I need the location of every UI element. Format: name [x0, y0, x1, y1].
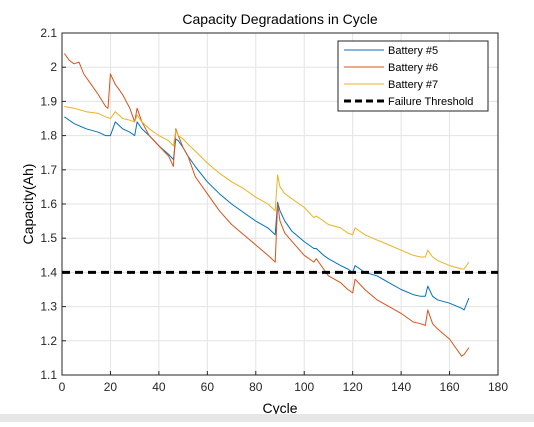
series-line-battery-6	[63, 53, 470, 357]
legend-box	[337, 40, 489, 112]
y-tick-label: 1.8	[40, 129, 57, 143]
legend: Battery #5 Battery #6 Battery #7 Failure Th…	[337, 40, 489, 112]
x-tick-label: 0	[59, 380, 66, 394]
series-line-battery-7	[64, 106, 470, 270]
y-tick-label: 1.2	[40, 334, 57, 348]
x-tick-label: 120	[343, 380, 363, 394]
y-tick-label: 1.4	[40, 265, 57, 279]
data-series	[62, 53, 498, 357]
y-tick-label: 1.1	[40, 368, 57, 382]
x-tick-label: 60	[201, 380, 215, 394]
legend-label: Battery #6	[388, 62, 438, 74]
x-axis-label: Cycle	[262, 400, 297, 416]
window-bottom-edge	[0, 414, 534, 422]
y-tick-label: 1.7	[40, 163, 57, 177]
x-tick-label: 80	[249, 380, 263, 394]
legend-label: Battery #7	[388, 79, 438, 91]
y-tick-label: 1.5	[40, 231, 57, 245]
x-tick-label: 180	[488, 380, 508, 394]
legend-label: Battery #5	[388, 45, 438, 57]
y-tick-label: 2.1	[40, 26, 57, 40]
series-line-battery-5	[64, 116, 470, 311]
y-tick-label: 1.9	[40, 94, 57, 108]
y-tick-label: 1.3	[40, 300, 57, 314]
x-tick-label: 20	[104, 380, 118, 394]
x-tick-label: 140	[391, 380, 411, 394]
y-tick-label: 2	[50, 60, 57, 74]
axis-ticks: 0 20 40 60 80 100 120 140 160 180 1.1 1.2 1.3 1.4 1.5 1…	[40, 26, 508, 394]
x-tick-label: 40	[152, 380, 166, 394]
x-tick-label: 100	[294, 380, 314, 394]
y-tick-label: 1.6	[40, 197, 57, 211]
legend-label: Failure Threshold	[388, 96, 473, 108]
chart-title: Capacity Degradations in Cycle	[182, 11, 378, 27]
x-tick-label: 160	[440, 380, 460, 394]
y-axis-label: Capacity(Ah)	[20, 164, 36, 245]
